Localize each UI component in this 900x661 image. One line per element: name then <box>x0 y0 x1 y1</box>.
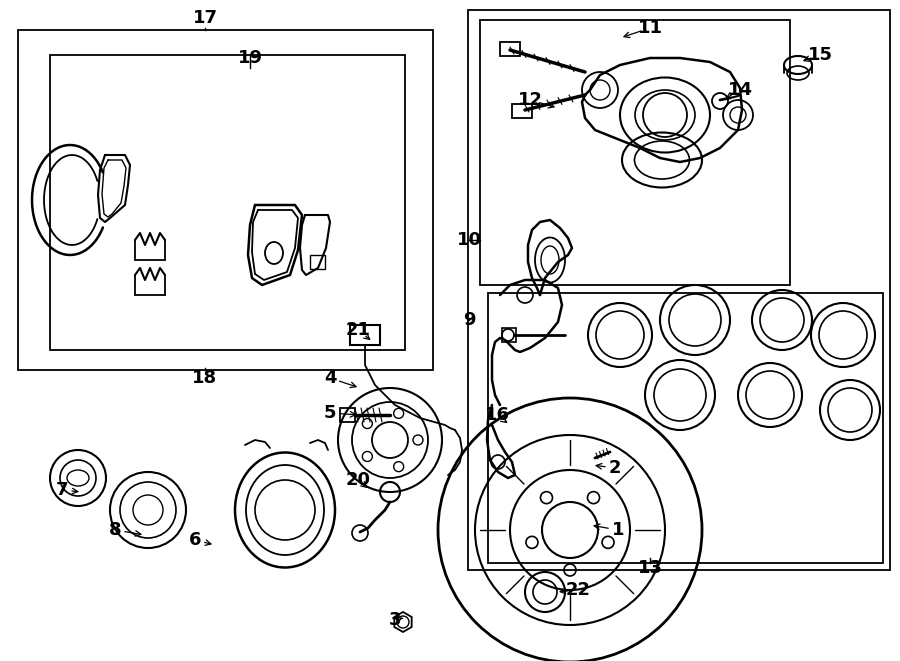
Bar <box>310 255 325 269</box>
Text: 3: 3 <box>389 611 401 629</box>
Bar <box>468 10 890 570</box>
Text: 19: 19 <box>238 49 263 67</box>
Text: 8: 8 <box>109 521 122 539</box>
Text: 13: 13 <box>637 559 662 577</box>
Bar <box>488 293 883 563</box>
Text: 1: 1 <box>612 521 625 539</box>
Text: 12: 12 <box>518 91 543 109</box>
Text: 4: 4 <box>324 369 337 387</box>
Bar <box>500 42 520 56</box>
Text: 5: 5 <box>324 404 337 422</box>
Text: 14: 14 <box>727 81 752 99</box>
Text: 18: 18 <box>193 369 218 387</box>
Bar <box>340 408 355 422</box>
Text: 6: 6 <box>189 531 202 549</box>
Text: 2: 2 <box>608 459 621 477</box>
Bar <box>18 30 433 370</box>
Text: 17: 17 <box>193 9 218 27</box>
Text: 10: 10 <box>456 231 482 249</box>
Text: 21: 21 <box>346 321 371 339</box>
Text: 22: 22 <box>565 581 590 599</box>
Text: 20: 20 <box>346 471 371 489</box>
Bar <box>480 20 790 285</box>
Text: 15: 15 <box>807 46 833 64</box>
Bar <box>50 55 405 350</box>
Text: 9: 9 <box>463 311 475 329</box>
Bar <box>512 104 532 118</box>
Bar <box>350 325 380 345</box>
Text: 7: 7 <box>56 481 68 499</box>
Bar <box>502 328 516 342</box>
Text: 16: 16 <box>484 406 509 424</box>
Text: 11: 11 <box>637 19 662 37</box>
